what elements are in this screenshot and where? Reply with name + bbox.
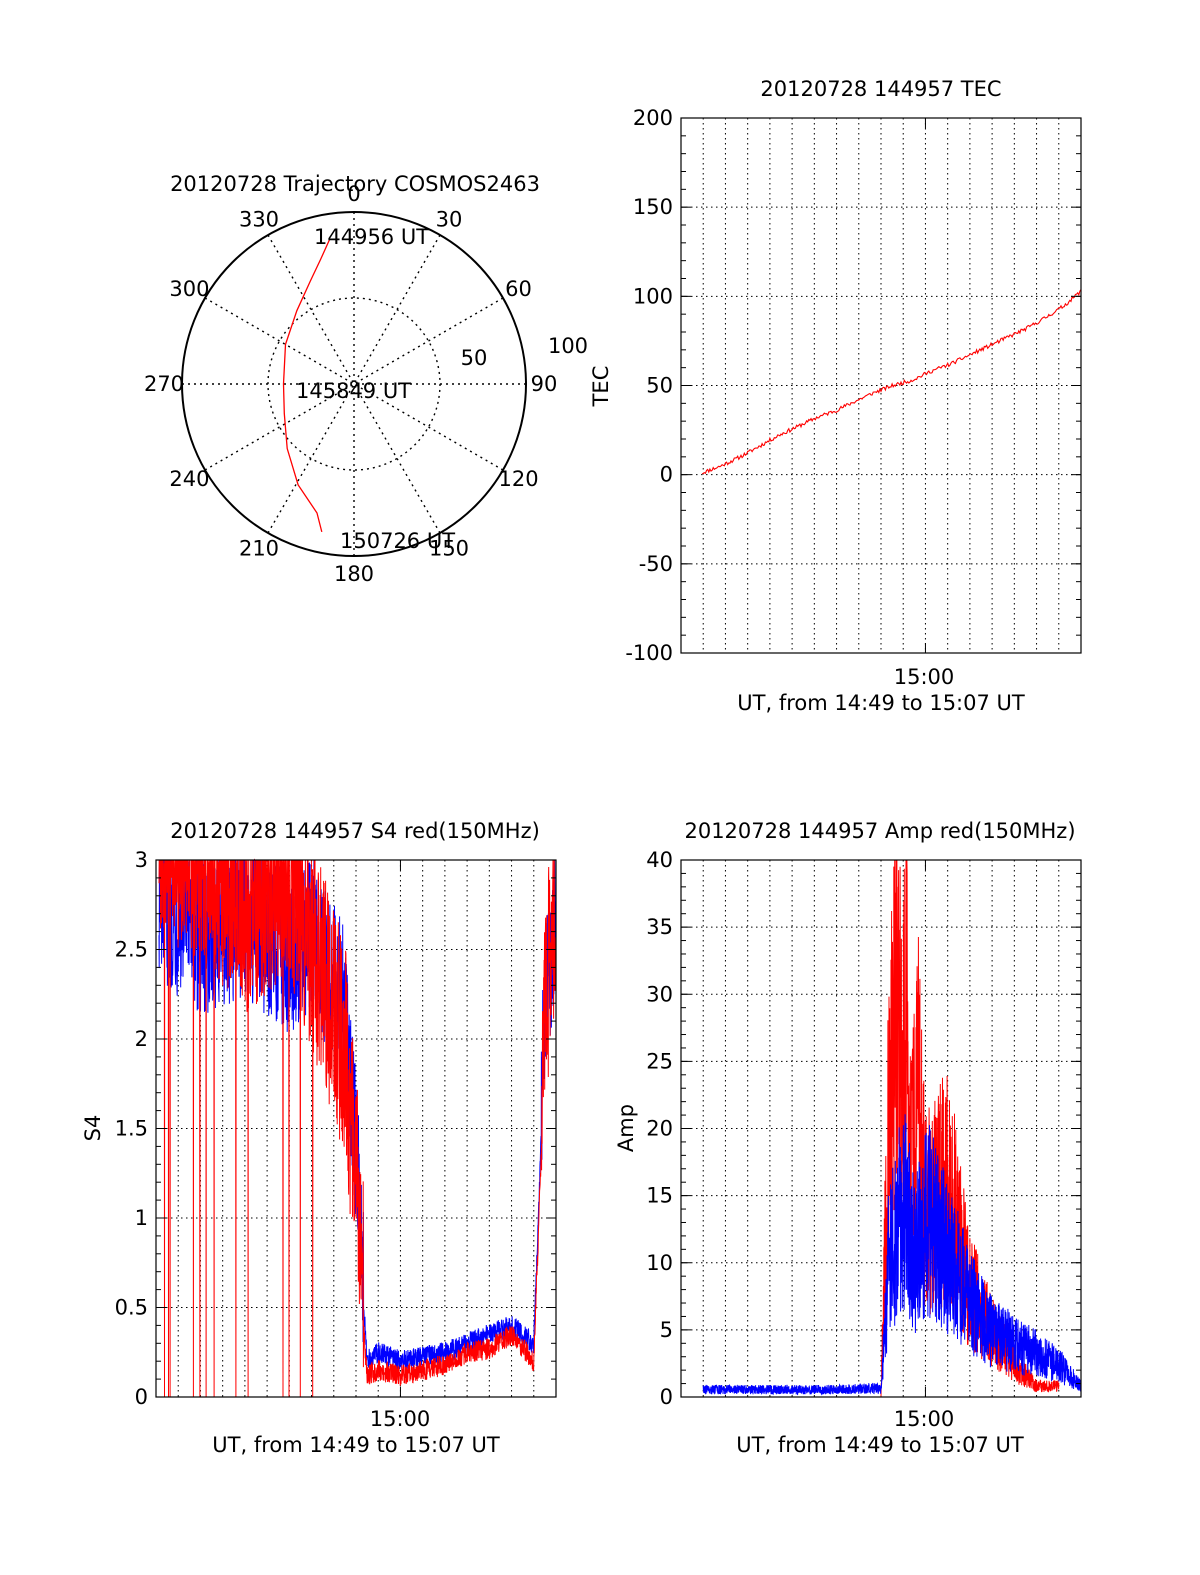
polar-annotation-start: 144956 UT [314, 225, 429, 249]
polar-radius-label-50: 50 [461, 346, 488, 370]
polar-angle-label-270: 270 [144, 372, 184, 396]
amp-y-tick-label: 15 [646, 1184, 673, 1208]
polar-angle-label-150: 150 [429, 537, 469, 561]
s4-y-tick-label: 0.5 [115, 1296, 148, 1320]
polar-angle-label-120: 120 [498, 467, 538, 491]
s4-x-tick-label: 15:00 [370, 1407, 431, 1431]
tec-x-axis-label: UT, from 14:49 to 15:07 UT [737, 691, 1025, 715]
s4-x-axis-label: UT, from 14:49 to 15:07 UT [212, 1433, 500, 1457]
polar-angle-labels: 0 30 60 90 120 150 180 210 240 270 300 330 [144, 182, 557, 586]
amp-y-tick-label: 0 [660, 1385, 673, 1409]
polar-angle-label-90: 90 [531, 372, 558, 396]
polar-angle-label-30: 30 [436, 207, 463, 231]
tec-chart: 20120728 144957 TEC -100-50050100150200 … [589, 77, 1082, 715]
s4-y-tick-label: 1 [135, 1206, 148, 1230]
tec-y-ticks: -100 -50 0 50 100 150 200 [625, 106, 1081, 665]
polar-angle-label-0: 0 [347, 182, 360, 206]
tec-y-axis-label: TEC [589, 366, 613, 408]
amp-y-tick-label: 20 [646, 1117, 673, 1141]
s4-y-tick-label: 3 [135, 848, 148, 872]
polar-title: 20120728 Trajectory COSMOS2463 [170, 172, 540, 196]
s4-chart: 20120728 144957 S4 red(150MHz) 0 0.5 1 1.5 2… [81, 819, 557, 1457]
tec-y-tick-label: -50 [639, 552, 673, 576]
polar-trajectory-chart: 20120728 Trajectory COSMOS2463 0 30 60 90 12… [144, 172, 588, 586]
polar-annotation-mid: 145849 UT [296, 379, 411, 403]
polar-trajectory-line-0 [282, 239, 330, 533]
amp-y-tick-label: 35 [646, 915, 673, 939]
tec-y-tick-label: 200 [633, 106, 673, 130]
s4-y-tick-label: 1.5 [115, 1117, 148, 1141]
tec-y-tick-label: 150 [633, 195, 673, 219]
tec-y-tick-label: 0 [660, 463, 673, 487]
polar-grid [182, 212, 526, 556]
s4-title: 20120728 144957 S4 red(150MHz) [170, 819, 540, 843]
tec-series [701, 289, 1082, 475]
tec-series-line-0 [701, 289, 1082, 475]
tec-y-tick-label: 100 [633, 284, 673, 308]
amp-x-tick-label: 15:00 [894, 1407, 955, 1431]
tec-y-tick-label: -100 [625, 641, 673, 665]
s4-y-axis-label: S4 [81, 1115, 105, 1142]
polar-angle-label-330: 330 [239, 207, 279, 231]
s4-y-tick-label: 0 [135, 1385, 148, 1409]
amp-y-ticks: 0 5 10 15 20 25 30 35 40 [646, 848, 1081, 1409]
tec-title: 20120728 144957 TEC [760, 77, 1001, 101]
polar-trajectory-series [282, 239, 330, 533]
amp-y-tick-label: 5 [660, 1318, 673, 1342]
s4-series [158, 858, 557, 1398]
polar-annotation-end: 150726 UT [340, 529, 455, 553]
tec-grid [681, 118, 1081, 653]
amp-y-tick-label: 30 [646, 982, 673, 1006]
amp-series-line-1 [702, 1114, 1082, 1396]
tec-x-tick-label: 15:00 [894, 665, 955, 689]
s4-y-ticks: 0 0.5 1 1.5 2 2.5 3 [115, 848, 556, 1409]
polar-angle-label-180: 180 [334, 562, 374, 586]
amp-series [702, 859, 1082, 1398]
amp-y-tick-label: 40 [646, 848, 673, 872]
amp-y-axis-label: Amp [614, 1104, 638, 1152]
amp-y-tick-label: 25 [646, 1049, 673, 1073]
polar-outer-circle [181, 211, 527, 557]
amp-grid [681, 860, 1081, 1397]
amp-x-axis-label: UT, from 14:49 to 15:07 UT [736, 1433, 1024, 1457]
amp-title: 20120728 144957 Amp red(150MHz) [684, 819, 1075, 843]
polar-radius-label-100: 100 [548, 334, 588, 358]
polar-angle-label-210: 210 [239, 537, 279, 561]
amp-chart: 20120728 144957 Amp red(150MHz) 0 5 10 15 20… [614, 819, 1082, 1457]
s4-y-tick-label: 2 [135, 1027, 148, 1051]
s4-series-line-0 [158, 858, 557, 1398]
polar-angle-label-240: 240 [169, 467, 209, 491]
polar-angle-label-60: 60 [505, 277, 532, 301]
polar-angle-label-300: 300 [169, 277, 209, 301]
tec-y-tick-label: 50 [646, 374, 673, 398]
amp-y-tick-label: 10 [646, 1251, 673, 1275]
s4-y-tick-label: 2.5 [115, 938, 148, 962]
